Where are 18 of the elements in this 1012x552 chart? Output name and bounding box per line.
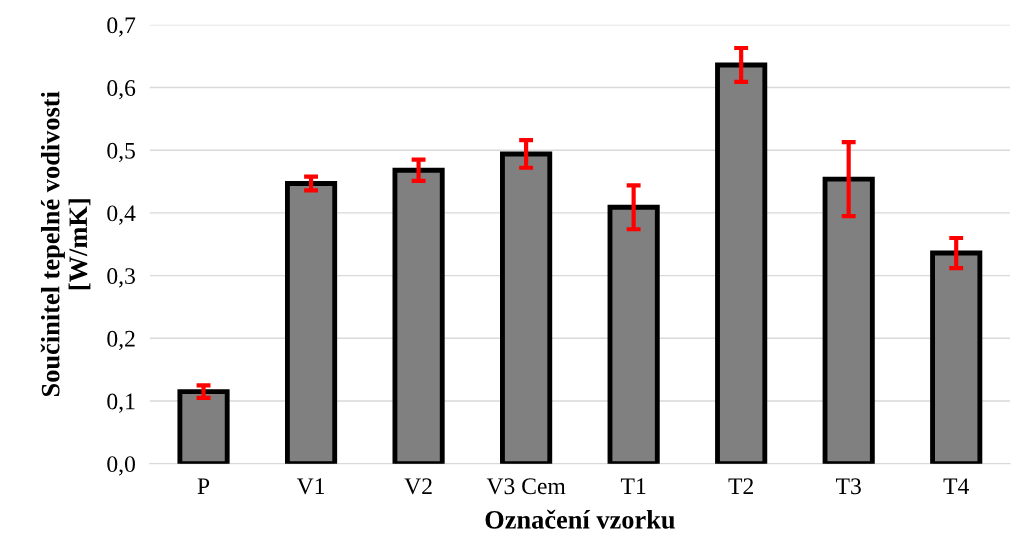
- x-tick-label: T3: [836, 478, 861, 495]
- y-tick-label: 0,4: [107, 205, 136, 225]
- y-tick-label: 0,0: [107, 456, 135, 476]
- x-tick-label: V2: [404, 478, 432, 495]
- y-tick-label: 0,1: [107, 393, 135, 413]
- y-tick-label: 0,2: [107, 330, 135, 351]
- y-tick-label: 0,6: [107, 80, 136, 100]
- x-tick-label: T1: [620, 478, 646, 494]
- y-tick-label: 0,3: [107, 268, 135, 288]
- x-axis-title: Označení vzorku: [485, 509, 675, 529]
- y-axis-title: Součinitel tepelné vodivosti [W/mK]: [40, 91, 91, 397]
- x-tick-label: T2: [728, 478, 753, 494]
- y-tick-label: 0,5: [107, 142, 135, 163]
- x-tick-label: P: [197, 478, 210, 494]
- x-tick-label: V1: [296, 478, 325, 495]
- x-tick-label: T4: [943, 478, 969, 494]
- y-tick-label: 0,7: [107, 17, 136, 37]
- x-tick-label: V3 Cem: [486, 478, 566, 495]
